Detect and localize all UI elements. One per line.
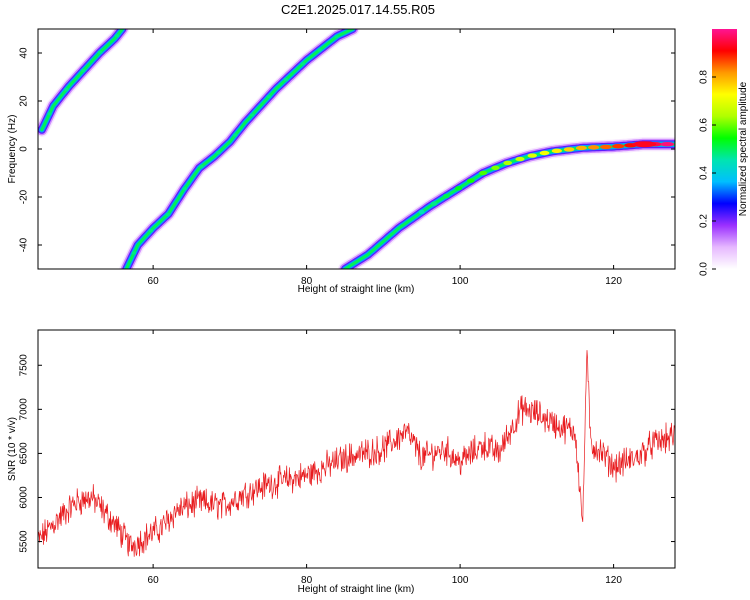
spectrogram-trace (119, 29, 360, 269)
spectrogram-peak (47, 112, 52, 116)
spectrogram-peak (97, 50, 103, 54)
spectrogram-peak (515, 156, 525, 162)
colorbar-label: Normalized spectral amplitude (738, 81, 749, 216)
colorbar-gradient (712, 29, 737, 269)
spectrogram-peak (503, 160, 513, 166)
x-tick-label: 60 (148, 276, 160, 287)
spectrogram-peak (216, 151, 221, 155)
spectrogram-peak (575, 145, 587, 151)
y-tick-label: 20 (19, 95, 30, 107)
y-tick-label: 7000 (19, 398, 30, 421)
spectrogram-y-ticks: -40 -20 0 20 40 (19, 47, 675, 252)
snr-series-line (38, 350, 675, 557)
spectrogram-traces (38, 29, 675, 269)
spectrogram-x-ticks: 60 80 100 120 (148, 29, 622, 287)
colorbar-tick-label: 0.2 (699, 214, 710, 228)
spectrogram-peak (442, 193, 450, 199)
spectrogram-peak (418, 209, 425, 215)
colorbar-tick-label: 0.4 (699, 166, 710, 180)
colorbar-tick-label: 0.0 (699, 262, 710, 276)
x-tick-label: 120 (605, 575, 622, 586)
spectrogram-panel: 60 80 100 120 -40 -20 0 20 40 Height of straigh… (7, 28, 676, 295)
spectrogram-peak (300, 62, 305, 66)
colorbar-tick-label: 0.8 (699, 70, 710, 84)
spectrogram-peak (64, 87, 69, 92)
chart-title: C2E1.2025.017.14.55.R05 (281, 2, 435, 17)
spectrogram-peak (148, 229, 154, 233)
spectrogram-peak (612, 144, 625, 149)
x-tick-label: 80 (301, 575, 313, 586)
spectrogram-peak (131, 251, 137, 255)
colorbar-tick-label: 0.6 (699, 118, 710, 132)
spectrogram-peak (467, 178, 475, 183)
spectrogram-peak (317, 48, 322, 52)
spectrogram-trace-band (120, 29, 359, 269)
spectrogram-peak (266, 94, 272, 99)
spectrogram-peak (600, 144, 612, 150)
snr-y-label: SNR (10 * v/v) (7, 417, 18, 481)
spectrogram-peak (491, 165, 500, 171)
spectrogram-peak (587, 145, 600, 150)
spectrogram-peak (551, 148, 562, 154)
y-tick-label: 40 (19, 47, 30, 59)
spectrogram-trace-band (124, 29, 355, 269)
colorbar: 0.0 0.2 0.4 0.6 0.8 Normalized spectral ampl… (699, 29, 749, 276)
spectrogram-peak (249, 113, 255, 117)
spectrogram-peak (454, 186, 463, 191)
snr-x-ticks: 60 80 100 120 (148, 330, 622, 586)
spectrogram-peak (182, 187, 187, 191)
x-tick-label: 100 (452, 575, 469, 586)
x-tick-label: 120 (605, 276, 622, 287)
spectrogram-peak (114, 34, 120, 38)
spectrogram-peak (430, 201, 438, 206)
y-tick-label: 0 (19, 146, 30, 152)
x-tick-label: 60 (148, 575, 160, 586)
spectrogram-peak (334, 35, 339, 39)
spectrogram-peak (81, 69, 86, 73)
spectrogram-peak (283, 78, 289, 82)
snr-x-label: Height of straight line (km) (298, 584, 415, 595)
spectrogram-peak (479, 170, 488, 176)
y-tick-label: -40 (19, 237, 30, 252)
snr-frame (37, 329, 676, 569)
spectrogram-trace (38, 29, 130, 137)
spectrogram-x-label: Height of straight line (km) (298, 284, 415, 295)
y-tick-label: 6000 (19, 486, 30, 509)
spectrogram-trace-band (122, 29, 357, 269)
colorbar-ticks: 0.0 0.2 0.4 0.6 0.8 (699, 70, 716, 276)
spectrogram-peak (233, 133, 238, 137)
spectrogram-peak (660, 142, 675, 147)
spectrogram-peak (165, 212, 170, 217)
x-tick-label: 100 (452, 276, 469, 287)
spectrogram-peak (527, 153, 537, 158)
y-tick-label: 5500 (19, 530, 30, 553)
spectrogram-peak (199, 164, 204, 168)
snr-panel: 60 80 100 120 5500 6000 6500 7000 7500 Height o… (7, 329, 676, 595)
snr-y-ticks: 5500 6000 6500 7000 7500 (19, 354, 675, 553)
spectrogram-trace (338, 137, 675, 269)
spectrogram-peak (539, 150, 550, 156)
y-tick-label: -20 (19, 189, 30, 204)
spectrogram-y-label: Frequency (Hz) (7, 115, 18, 184)
x-tick-label: 80 (301, 276, 313, 287)
spectrogram-peak (632, 141, 657, 148)
y-tick-label: 7500 (19, 354, 30, 377)
spectrogram-trace-band (119, 29, 360, 269)
spectrogram-peak (563, 147, 575, 152)
spectrogram-trace-band (123, 29, 356, 269)
y-tick-label: 6500 (19, 442, 30, 465)
